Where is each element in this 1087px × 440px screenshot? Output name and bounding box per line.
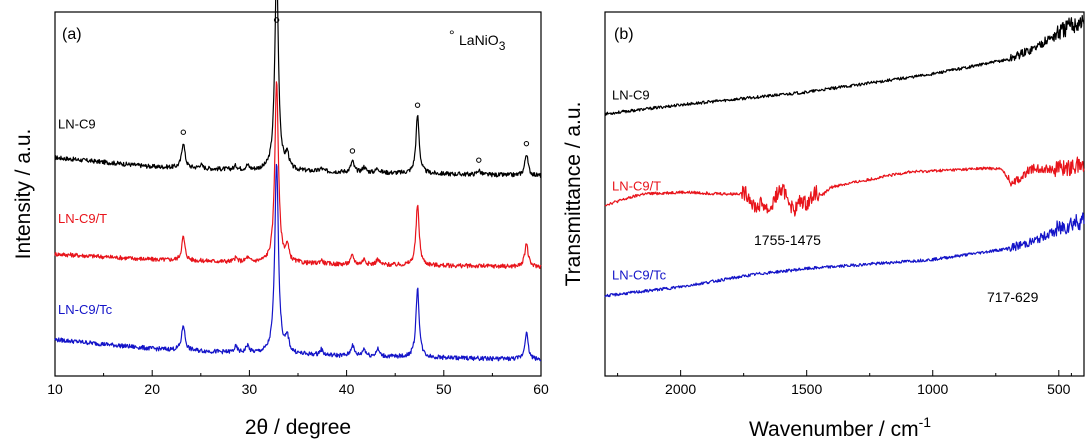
panel-a-peak-marker [476, 157, 482, 163]
panel-a-peak-marker [273, 17, 280, 23]
panel-a-series-labels: LN-C9 LN-C9/T LN-C9/Tc [58, 116, 113, 317]
panel-b-series-label: LN-C9/Tc [612, 268, 667, 283]
annotation-717-629: 717-629 [987, 289, 1039, 305]
panel-b-x-tick-label: 1000 [917, 381, 948, 397]
panel-a-peak-marker [349, 148, 356, 154]
panel-a-series-label: LN-C9/T [58, 211, 107, 226]
legend-marker: ° [449, 27, 455, 43]
panel-b-traces [604, 15, 1085, 298]
legend-text-subscript: 3 [499, 39, 506, 53]
panel-b-x-tick-label: 500 [1047, 381, 1071, 397]
panel-b-series-label: LN-C9 [612, 87, 650, 102]
panel-b-series-trace [604, 15, 1085, 116]
panel-b-frame [604, 11, 1085, 377]
panel-a-frame [54, 11, 542, 377]
panel-a-x-tick-label: 60 [533, 381, 549, 397]
panel-b-tag: (b) [614, 26, 634, 43]
panel-b-x-axis-title-main: Wavenumber / cm [749, 418, 919, 440]
panel-b-series-trace [604, 212, 1085, 298]
panel-a-peak-marker [523, 140, 530, 147]
panel-a-series-trace [54, 0, 542, 178]
legend-text: LaNiO3 [459, 32, 506, 53]
panel-a-x-tick-label: 40 [339, 381, 355, 397]
panel-b-y-axis-title: Transmittance / a.u. [562, 102, 585, 287]
panel-b-x-axis-title: Wavenumber / cm-1 [749, 414, 931, 440]
panel-b-series-trace [604, 156, 1085, 217]
panel-a-peak-marker [414, 102, 421, 108]
legend-text-main: LaNiO [459, 32, 499, 48]
panel-a-tag: (a) [62, 26, 82, 43]
panel-a-x-tick-label: 20 [144, 381, 160, 397]
panel-a-series-trace [54, 81, 542, 269]
panel-b-series-label: LN-C9/T [612, 178, 661, 193]
annotation-1755-1475: 1755-1475 [754, 232, 821, 248]
panel-b-x-tick-label: 1500 [791, 381, 822, 397]
panel-a-series-label: LN-C9/Tc [58, 302, 113, 317]
panel-a-peak-markers [180, 17, 530, 163]
panel-a-y-axis-title: Intensity / a.u. [12, 129, 35, 260]
panel-a-x-tick-label: 50 [436, 381, 452, 397]
panel-a-x-tick-label: 30 [242, 381, 258, 397]
panel-a-xrd: 10 20 30 40 50 60 LN-C9 LN-C9/T LN-C9/Tc (a) ° … [12, 0, 549, 439]
panel-b-series-labels: LN-C9 LN-C9/T LN-C9/Tc [612, 87, 667, 282]
panel-a-x-ticks: 10 20 30 40 50 60 [47, 370, 549, 397]
panel-b-x-tick-label: 2000 [665, 381, 696, 397]
panel-a-traces [54, 0, 542, 362]
panel-b-x-axis-title-superscript: -1 [919, 414, 932, 430]
panel-a-peak-marker [180, 129, 187, 135]
panel-b-x-ticks: 2000 1500 1000 500 [617, 370, 1072, 397]
panel-a-series-trace [54, 163, 542, 362]
panel-a-x-axis-title: 2θ / degree [245, 416, 351, 439]
panel-a-legend: ° LaNiO3 [449, 27, 506, 53]
panel-a-series-label: LN-C9 [58, 116, 96, 131]
panel-a-x-tick-label: 10 [47, 381, 63, 397]
panel-b-ftir: 2000 1500 1000 500 LN-C9 LN-C9/T LN-C9/Tc (b)… [562, 11, 1085, 440]
